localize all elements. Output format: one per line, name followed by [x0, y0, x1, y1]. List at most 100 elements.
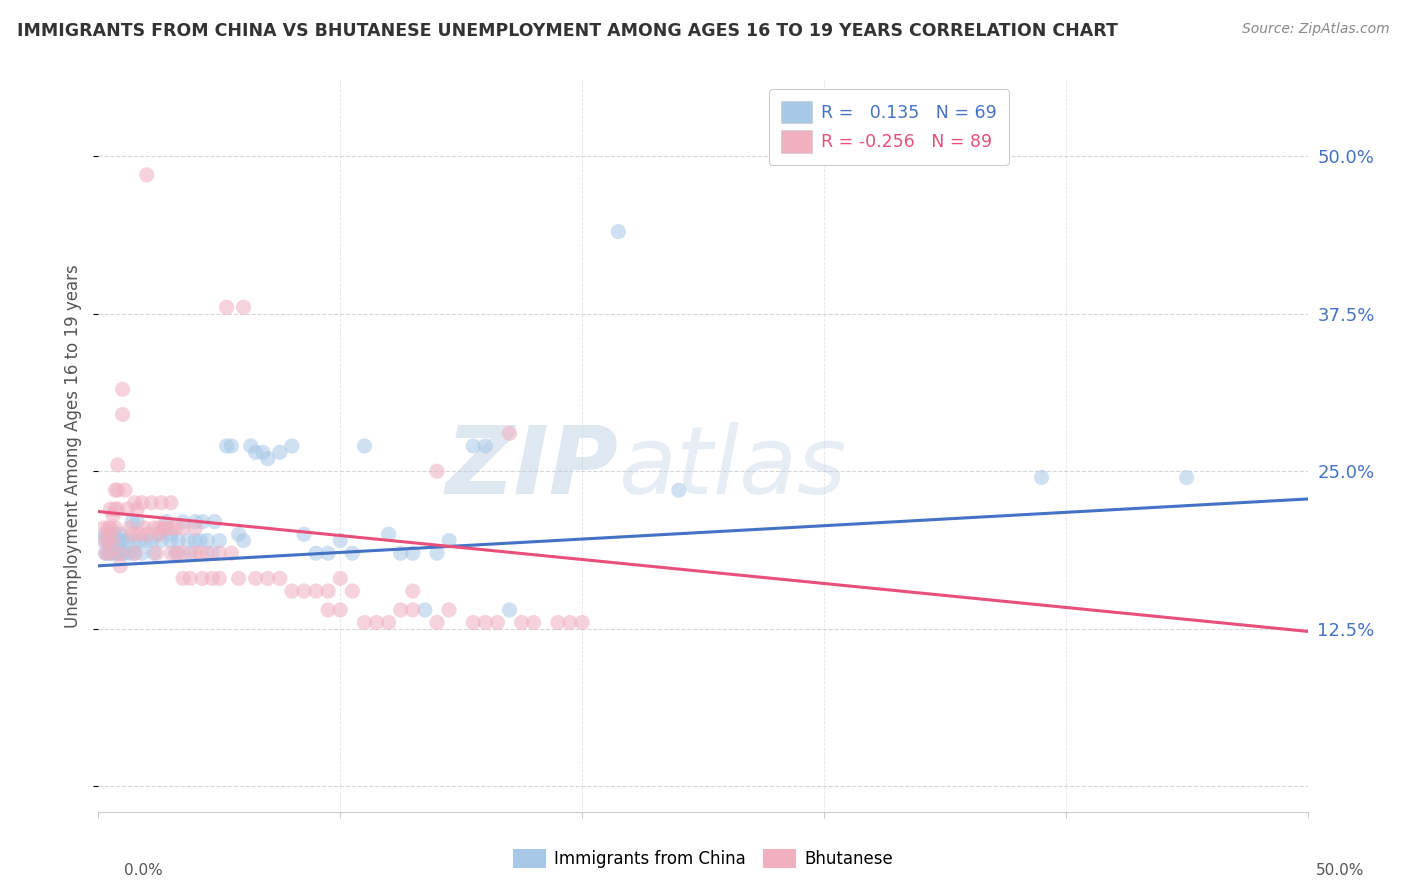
- Point: [329, 571, 352, 585]
- Point: [97, 533, 120, 548]
- Point: [108, 546, 131, 560]
- Point: [135, 168, 157, 182]
- Point: [148, 521, 170, 535]
- Point: [160, 496, 183, 510]
- Point: [127, 515, 149, 529]
- Point: [104, 546, 127, 560]
- Point: [100, 527, 122, 541]
- Point: [281, 584, 304, 599]
- Point: [389, 603, 412, 617]
- Point: [118, 521, 141, 535]
- Point: [108, 558, 131, 573]
- Point: [474, 615, 496, 630]
- Point: [94, 546, 117, 560]
- Point: [342, 546, 364, 560]
- Point: [104, 502, 127, 516]
- Point: [245, 571, 267, 585]
- Point: [165, 521, 187, 535]
- Point: [118, 546, 141, 560]
- Point: [160, 521, 183, 535]
- Point: [366, 615, 388, 630]
- Point: [114, 483, 136, 497]
- Point: [100, 521, 122, 535]
- Point: [167, 533, 190, 548]
- Point: [141, 496, 163, 510]
- Point: [143, 521, 166, 535]
- Point: [148, 527, 170, 541]
- Point: [97, 546, 120, 560]
- Point: [523, 615, 546, 630]
- Point: [107, 533, 129, 548]
- Point: [221, 546, 243, 560]
- Legend: Immigrants from China, Bhutanese: Immigrants from China, Bhutanese: [505, 840, 901, 877]
- Point: [111, 382, 134, 396]
- Point: [228, 571, 250, 585]
- Point: [204, 515, 226, 529]
- Point: [426, 546, 449, 560]
- Point: [316, 584, 339, 599]
- Point: [474, 439, 496, 453]
- Point: [124, 546, 146, 560]
- Point: [256, 451, 278, 466]
- Point: [232, 300, 254, 314]
- Point: [91, 533, 114, 548]
- Point: [188, 546, 211, 560]
- Point: [377, 615, 399, 630]
- Point: [104, 483, 127, 497]
- Point: [101, 508, 124, 523]
- Point: [402, 584, 425, 599]
- Point: [94, 533, 117, 548]
- Point: [215, 439, 238, 453]
- Point: [114, 546, 136, 560]
- Point: [94, 546, 117, 560]
- Point: [179, 571, 201, 585]
- Point: [571, 615, 593, 630]
- Point: [316, 603, 339, 617]
- Point: [1031, 470, 1053, 484]
- Point: [510, 615, 533, 630]
- Point: [402, 603, 425, 617]
- Text: IMMIGRANTS FROM CHINA VS BHUTANESE UNEMPLOYMENT AMONG AGES 16 TO 19 YEARS CORREL: IMMIGRANTS FROM CHINA VS BHUTANESE UNEMP…: [17, 22, 1118, 40]
- Point: [135, 533, 157, 548]
- Point: [100, 502, 122, 516]
- Point: [498, 426, 520, 441]
- Point: [329, 603, 352, 617]
- Point: [172, 515, 194, 529]
- Point: [131, 546, 153, 560]
- Point: [177, 533, 200, 548]
- Point: [463, 439, 485, 453]
- Point: [195, 546, 218, 560]
- Point: [215, 300, 238, 314]
- Point: [316, 546, 339, 560]
- Point: [100, 546, 122, 560]
- Point: [547, 615, 569, 630]
- Point: [437, 603, 460, 617]
- Point: [94, 527, 117, 541]
- Text: 50.0%: 50.0%: [1316, 863, 1364, 879]
- Point: [160, 527, 183, 541]
- Point: [208, 571, 231, 585]
- Point: [127, 502, 149, 516]
- Point: [150, 533, 173, 548]
- Point: [252, 445, 274, 459]
- Point: [402, 546, 425, 560]
- Point: [155, 515, 177, 529]
- Point: [221, 439, 243, 453]
- Y-axis label: Unemployment Among Ages 16 to 19 years: Unemployment Among Ages 16 to 19 years: [65, 264, 83, 628]
- Point: [208, 546, 231, 560]
- Point: [201, 546, 224, 560]
- Point: [228, 527, 250, 541]
- Point: [111, 546, 134, 560]
- Point: [152, 521, 174, 535]
- Point: [160, 533, 183, 548]
- Point: [172, 521, 194, 535]
- Point: [121, 515, 143, 529]
- Point: [100, 533, 122, 548]
- Point: [184, 533, 207, 548]
- Point: [191, 571, 214, 585]
- Point: [107, 502, 129, 516]
- Point: [117, 533, 139, 548]
- Point: [128, 533, 150, 548]
- Point: [111, 408, 134, 422]
- Point: [184, 521, 207, 535]
